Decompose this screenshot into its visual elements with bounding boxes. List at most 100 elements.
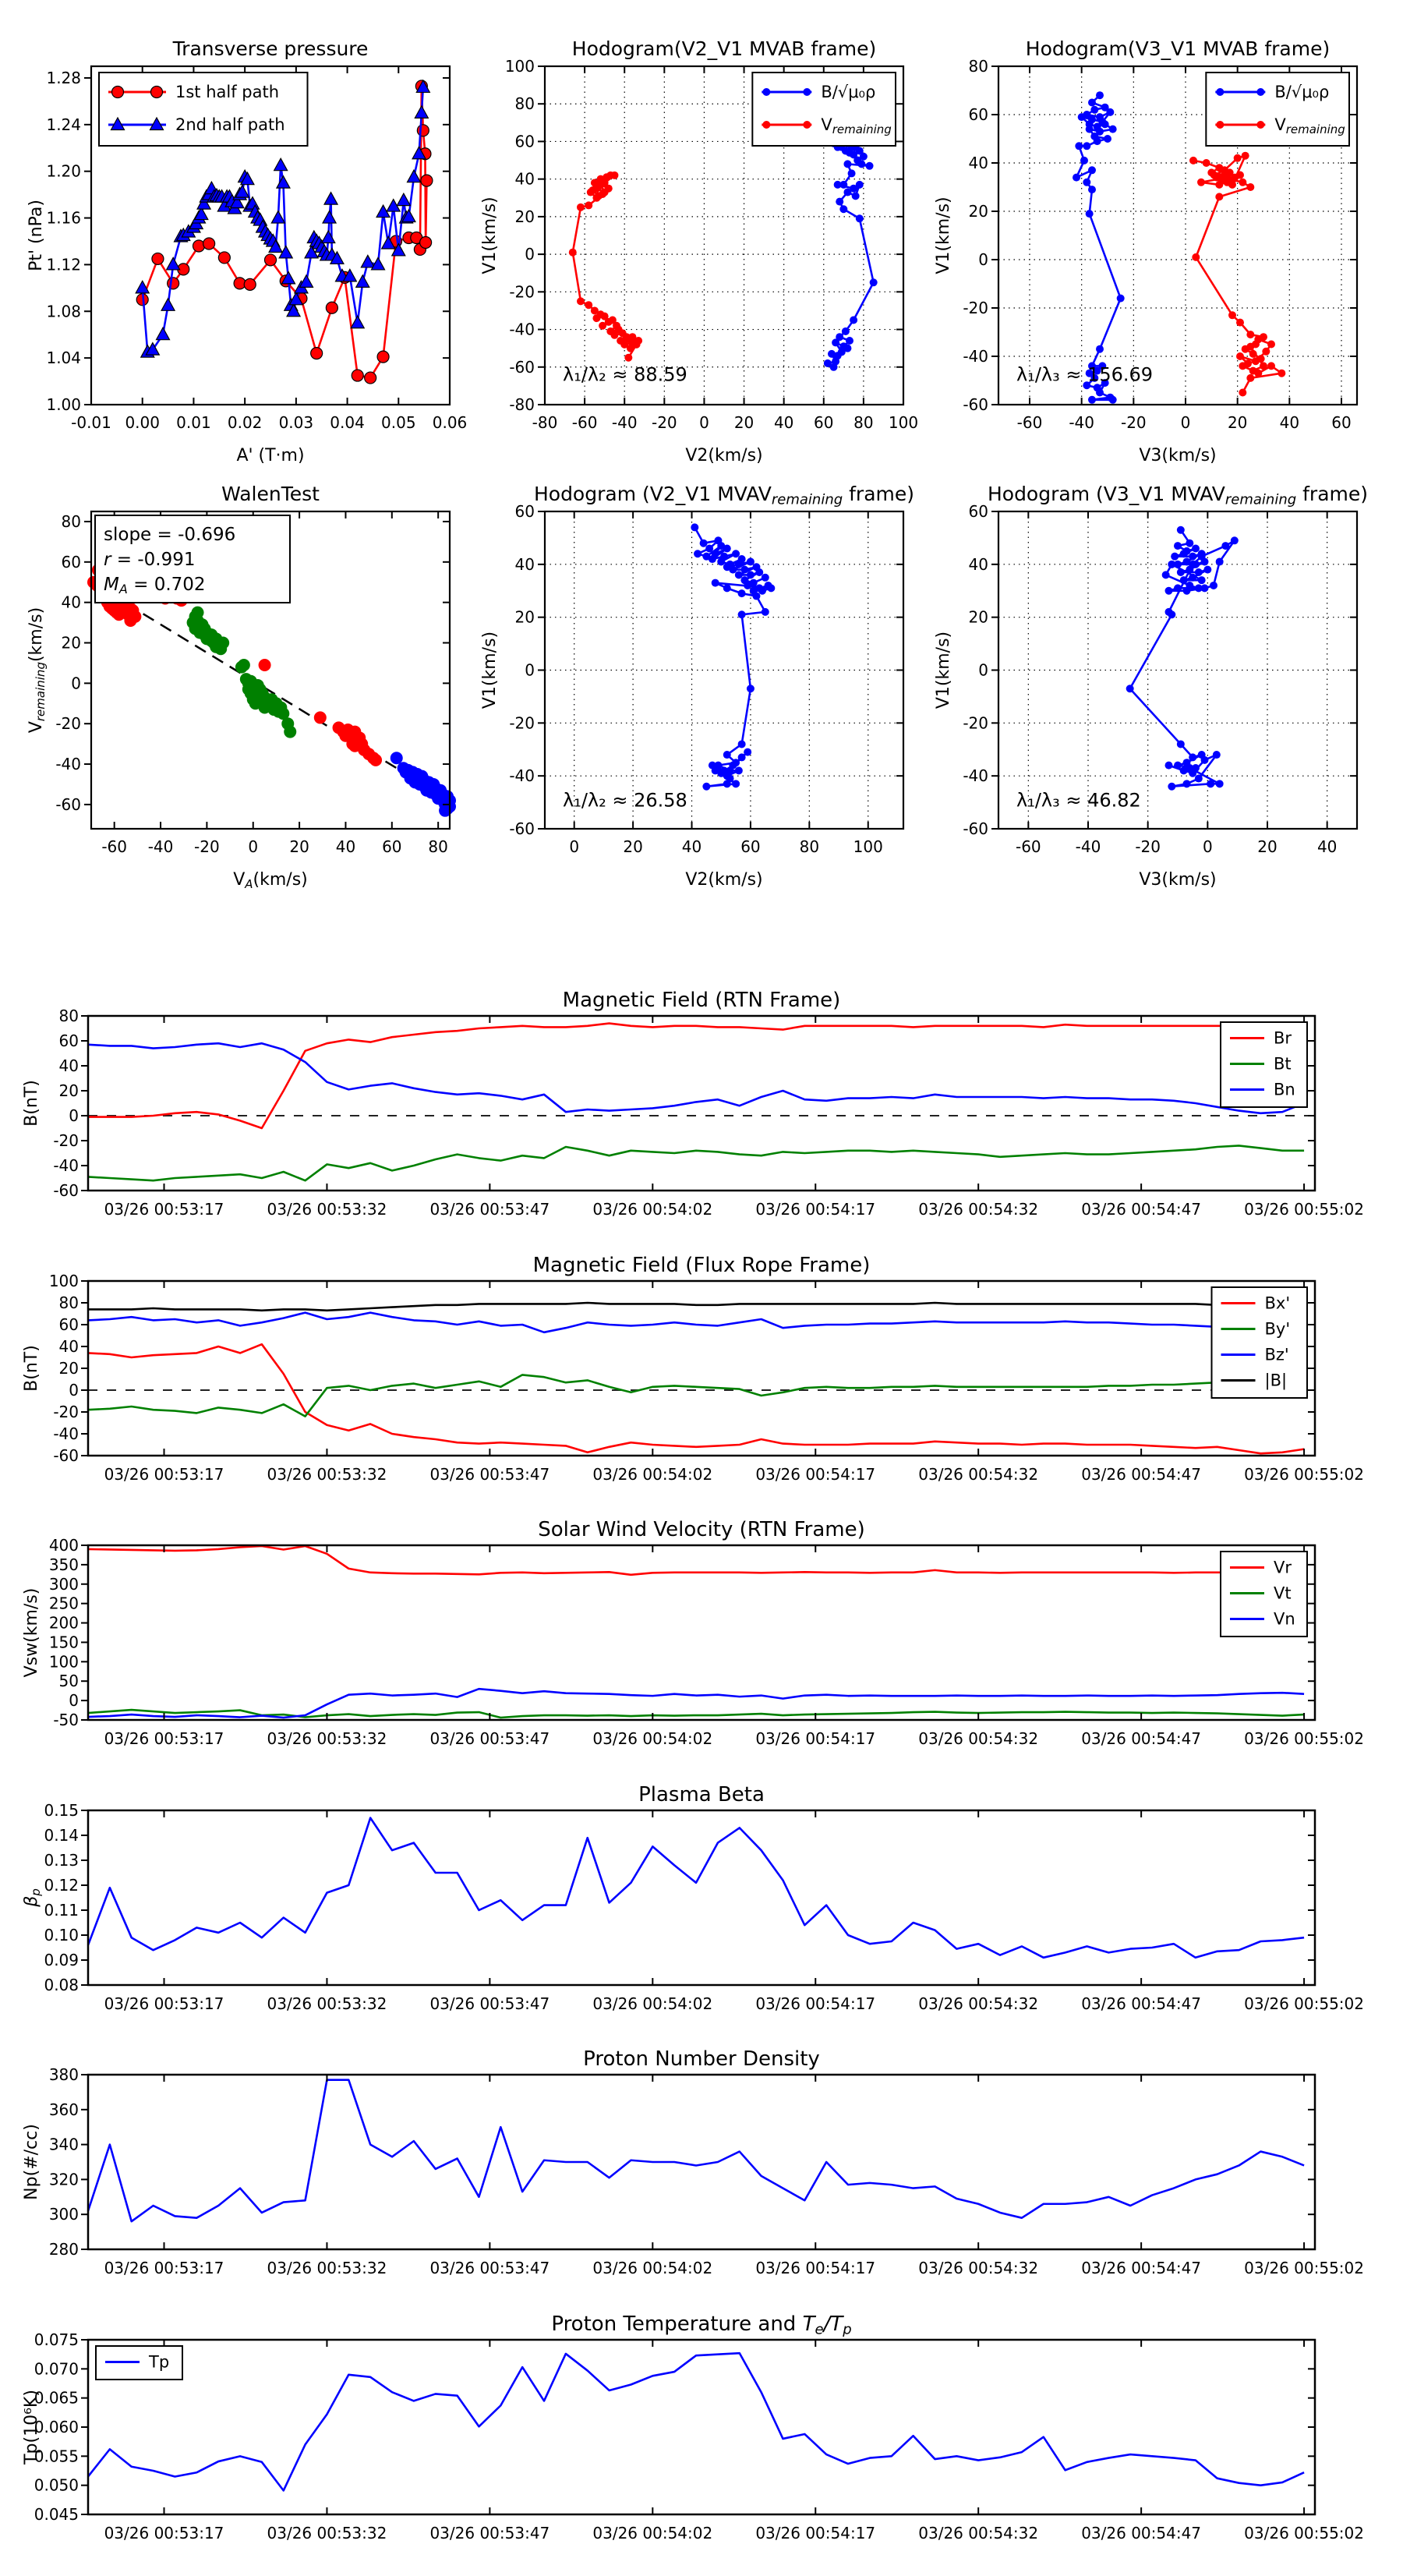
y-tick-label: 80 <box>515 94 535 113</box>
x-tick-label: -80 <box>532 413 558 432</box>
x-tick-label: 20 <box>734 413 754 432</box>
y-axis-label: βp​ <box>22 1888 43 1908</box>
time-tick-label: 03/26 00:55:02 <box>1244 1994 1364 2013</box>
y-axis-label: V1(km/s) <box>934 632 953 709</box>
y-tick-label: 1.16 <box>46 209 81 228</box>
y-tick-label: 1.00 <box>46 395 81 414</box>
y-tick-label: 280 <box>49 2240 79 2259</box>
x-tick-label: 0.03 <box>279 413 314 432</box>
y-tick-label: -20 <box>963 713 988 732</box>
x-tick-label: 0 <box>248 837 258 856</box>
time-tick-label: 03/26 00:53:17 <box>104 2524 224 2542</box>
time-tick-label: 03/26 00:53:47 <box>429 2259 550 2277</box>
time-tick-label: 03/26 00:54:02 <box>592 1200 712 1219</box>
x-tick-label: -20 <box>1121 413 1147 432</box>
x-tick-label: -40 <box>148 837 174 856</box>
time-tick-label: 03/26 00:54:47 <box>1081 2524 1201 2542</box>
y-tick-label: 100 <box>505 57 535 76</box>
y-tick-label: 400 <box>49 1536 79 1555</box>
panel-title: Hodogram (V3_V1 MVAVremaining​ frame) <box>988 483 1368 508</box>
time-tick-label: 03/26 00:53:17 <box>104 1200 224 1219</box>
y-tick-label: 50 <box>59 1672 79 1690</box>
series-beta-p <box>87 1817 1305 1959</box>
time-tick-label: 03/26 00:55:02 <box>1244 1729 1364 1748</box>
panel-title: Magnetic Field (RTN Frame) <box>563 989 841 1012</box>
series-bn <box>87 1042 1305 1115</box>
legend-label: Br <box>1274 1029 1292 1048</box>
x-tick-label: 40 <box>682 837 702 856</box>
x-tick-label: 0.05 <box>381 413 416 432</box>
x-tick-label: -60 <box>572 413 598 432</box>
time-tick-label: 03/26 00:55:02 <box>1244 2259 1364 2277</box>
annotation: λ₁/λ₂ ≈ 26.58 <box>563 790 687 812</box>
series-bt <box>87 1145 1305 1182</box>
time-tick-label: 03/26 00:53:17 <box>104 2259 224 2277</box>
time-tick-label: 03/26 00:54:47 <box>1081 1200 1201 1219</box>
y-tick-label: 1.04 <box>46 349 81 367</box>
x-tick-label: 40 <box>774 413 793 432</box>
x-tick-label: -20 <box>652 413 677 432</box>
time-tick-label: 03/26 00:55:02 <box>1244 2524 1364 2542</box>
x-tick-label: -40 <box>612 413 638 432</box>
y-tick-label: -20 <box>509 713 535 732</box>
y-tick-label: 0.13 <box>44 1851 79 1870</box>
time-tick-label: 03/26 00:54:02 <box>592 1465 712 1484</box>
x-tick-label: -40 <box>1076 837 1101 856</box>
y-tick-label: -40 <box>963 766 988 785</box>
y-tick-label: 80 <box>969 57 988 76</box>
time-tick-label: 03/26 00:53:47 <box>429 1729 550 1748</box>
y-tick-label: -20 <box>509 282 535 301</box>
x-tick-label: 80 <box>428 837 447 856</box>
time-tick-label: 03/26 00:53:32 <box>267 2524 387 2542</box>
x-tick-label: -60 <box>1016 837 1041 856</box>
y-tick-label: 1.28 <box>46 69 81 87</box>
legend-label: Vremaining​ <box>821 115 891 136</box>
y-tick-label: 1.08 <box>46 302 81 320</box>
x-tick-label: 20 <box>1257 837 1277 856</box>
panel-title: Proton Temperature and Te​/Tp​ <box>551 2312 851 2338</box>
y-tick-label: 0.12 <box>44 1876 79 1895</box>
y-tick-label: 40 <box>62 593 81 612</box>
y-tick-label: -40 <box>509 320 535 339</box>
panel-title: Hodogram(V2_V1 MVAB frame) <box>572 37 876 60</box>
series-last-segment <box>390 752 456 817</box>
y-tick-label: 60 <box>515 132 535 150</box>
time-tick-label: 03/26 00:54:02 <box>592 1729 712 1748</box>
y-tick-label: 60 <box>969 105 988 124</box>
x-tick-label: -40 <box>1069 413 1094 432</box>
x-axis-label: V2(km/s) <box>685 870 762 890</box>
y-tick-label: 40 <box>969 555 988 574</box>
y-axis-label: Vsw(km/s) <box>22 1588 41 1678</box>
y-axis-label: B(nT) <box>22 1345 41 1392</box>
x-tick-label: 0 <box>1203 837 1213 856</box>
y-tick-label: 20 <box>59 1081 79 1100</box>
y-tick-label: 40 <box>515 555 535 574</box>
panel-title: Transverse pressure <box>172 37 369 60</box>
infobox-line: MA​ = 0.702 <box>104 575 206 596</box>
x-tick-label: 40 <box>336 837 355 856</box>
time-tick-label: 03/26 00:54:17 <box>755 2524 875 2542</box>
x-tick-label: 60 <box>1331 413 1351 432</box>
y-tick-label: 1.20 <box>46 162 81 181</box>
x-axis-label: A' (T·m) <box>236 446 304 465</box>
y-tick-label: 0.08 <box>44 1976 79 1994</box>
y-tick-label: 0.045 <box>34 2505 79 2524</box>
panel-walen-test: -60 -40 -20 0 20 40 60 80 -60 -40 -20 0 20 40 60 80 Wale… <box>27 483 456 891</box>
panel-title: WalenTest <box>221 483 320 505</box>
time-tick-label: 03/26 00:53:32 <box>267 1200 387 1219</box>
y-tick-label: 80 <box>62 512 81 531</box>
y-tick-label: 250 <box>49 1594 79 1613</box>
series-by- <box>87 1374 1305 1417</box>
time-tick-label: 03/26 00:53:32 <box>267 1994 387 2013</box>
x-tick-label: 0.06 <box>433 413 468 432</box>
series-v-remaining <box>568 171 643 362</box>
y-tick-label: -40 <box>53 1424 79 1443</box>
x-tick-label: 0.02 <box>228 413 263 432</box>
x-axis-label: V3(km/s) <box>1139 870 1216 890</box>
time-tick-label: 03/26 00:53:47 <box>429 1994 550 2013</box>
x-tick-label: -0.01 <box>71 413 111 432</box>
y-tick-label: 20 <box>59 1359 79 1378</box>
